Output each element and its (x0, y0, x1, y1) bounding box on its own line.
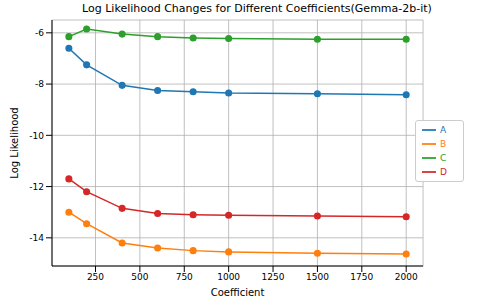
html-text:Log Likelihood Changes for Dif: Log Likelihood Changes for Different Coe… (82, 2, 432, 15)
html-text:A: A (440, 124, 447, 135)
svg-text:-12: -12 (29, 182, 44, 192)
svg-text:Log Likelihood: Log Likelihood (9, 107, 20, 178)
svg-text:-8: -8 (35, 79, 44, 89)
svg-text:-10: -10 (29, 131, 44, 141)
svg-text:1500: 1500 (306, 272, 329, 282)
svg-text:500: 500 (131, 272, 148, 282)
svg-text:1000: 1000 (217, 272, 240, 282)
html-text:D: D (440, 166, 447, 177)
svg-text:250: 250 (87, 272, 104, 282)
svg-text:1750: 1750 (350, 272, 373, 282)
svg-text:-14: -14 (29, 233, 44, 243)
svg-text:750: 750 (176, 272, 193, 282)
html-text:C: C (440, 152, 447, 163)
svg-text:2000: 2000 (395, 272, 418, 282)
svg-text:-6: -6 (35, 28, 44, 38)
html-text:B: B (440, 138, 447, 149)
svg-text:1250: 1250 (262, 272, 285, 282)
svg-text:Coefficient: Coefficient (211, 287, 265, 298)
